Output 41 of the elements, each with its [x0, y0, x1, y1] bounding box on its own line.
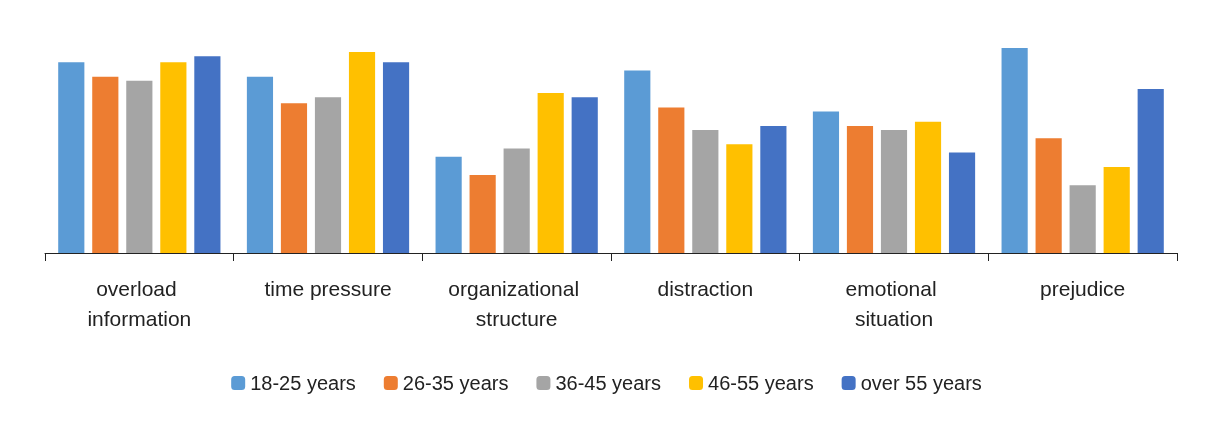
- bar: [914, 121, 942, 253]
- bar: [846, 125, 874, 253]
- bar: [692, 130, 719, 253]
- legend-label: 26-35 years: [402, 372, 509, 394]
- bar: [435, 156, 462, 253]
- legend-label: 36-45 years: [555, 372, 662, 394]
- legend-label: 18-25 years: [250, 372, 356, 394]
- bar: [1001, 48, 1028, 253]
- bar: [624, 70, 651, 253]
- bar: [760, 125, 787, 253]
- bar: [812, 111, 840, 253]
- bar: [246, 76, 274, 253]
- bar: [1137, 89, 1164, 253]
- x-tick-label: emotional situation: [845, 276, 943, 330]
- bar: [726, 144, 753, 253]
- bar: [58, 62, 85, 253]
- bar: [880, 130, 908, 253]
- bar: [382, 62, 410, 253]
- bar: [1035, 138, 1062, 253]
- bar: [92, 76, 119, 253]
- x-tick-label: organizational structure: [448, 276, 585, 330]
- bar: [314, 97, 342, 253]
- bar: [537, 93, 564, 253]
- bar: [1069, 185, 1096, 253]
- bar: [658, 107, 685, 253]
- bar: [1103, 166, 1130, 253]
- bar: [160, 62, 187, 253]
- legend-label: over 55 years: [860, 372, 982, 394]
- bar: [469, 175, 496, 253]
- bar: [280, 103, 308, 253]
- x-tick-label: overload information: [87, 276, 192, 330]
- bar: [948, 152, 976, 253]
- bar: [348, 52, 376, 253]
- bar: [194, 56, 221, 253]
- x-tick-label: distraction: [657, 276, 754, 300]
- bar: [503, 148, 530, 253]
- legend-label: 46-55 years: [708, 372, 814, 394]
- x-tick-label: prejudice: [1040, 276, 1126, 300]
- bar: [571, 97, 598, 253]
- x-tick-label: time pressure: [264, 276, 392, 300]
- bar: [126, 80, 153, 253]
